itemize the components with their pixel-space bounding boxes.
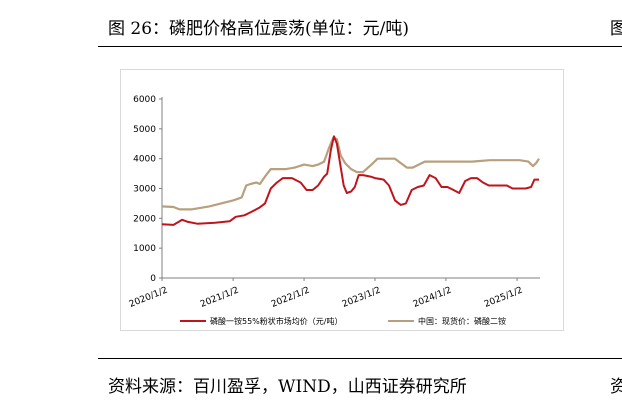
- x-tick-label: 2024/1/2: [412, 286, 453, 310]
- adjacent-title-rule: [608, 46, 622, 47]
- x-tick-label: 2020/1/2: [128, 286, 169, 310]
- y-tick-label: 6000: [133, 95, 156, 105]
- series-line-map: [161, 135, 539, 226]
- x-tick-label: 2022/1/2: [270, 286, 311, 310]
- x-tick-label: 2025/1/2: [483, 286, 524, 310]
- source-note: 资料来源：百川盈孚，WIND，山西证券研究所: [108, 377, 467, 397]
- series-line-dap: [161, 136, 540, 211]
- y-tick-label: 2000: [133, 214, 156, 224]
- chart-frame: [120, 69, 564, 331]
- x-tick-label: 2023/1/2: [341, 286, 382, 310]
- y-tick-label: 5000: [133, 125, 156, 135]
- source-rule: [98, 358, 608, 359]
- title-rule: [98, 46, 608, 47]
- adjacent-source-rule: [608, 358, 622, 359]
- y-tick-label: 3000: [133, 185, 156, 195]
- x-tick-label: 2021/1/2: [199, 286, 240, 310]
- legend-label: 中国：现货价：磷酸二铵: [418, 316, 506, 326]
- y-tick-label: 4000: [133, 155, 156, 165]
- y-tick-label: 0: [150, 274, 156, 284]
- legend-label: 磷酸一铵55%粉状市场均价（元/吨）: [210, 316, 342, 326]
- figure-title: 图 26：磷肥价格高位震荡(单位：元/吨): [108, 19, 410, 39]
- adjacent-figure-title-fragment: 图: [610, 19, 622, 39]
- axes-group: [159, 97, 540, 281]
- series-lines: [161, 135, 540, 226]
- y-tick-label: 1000: [133, 244, 156, 254]
- x-tick-labels: 2020/1/2 2021/1/2 2022/1/2 2023/1/2 2024/1/2…: [128, 286, 524, 310]
- legend: 磷酸一铵55%粉状市场均价（元/吨） 中国：现货价：磷酸二铵: [180, 316, 506, 326]
- y-tick-labels: 0 1000 2000 3000 4000 5000 6000: [133, 95, 156, 284]
- adjacent-source-fragment: 资: [610, 377, 622, 397]
